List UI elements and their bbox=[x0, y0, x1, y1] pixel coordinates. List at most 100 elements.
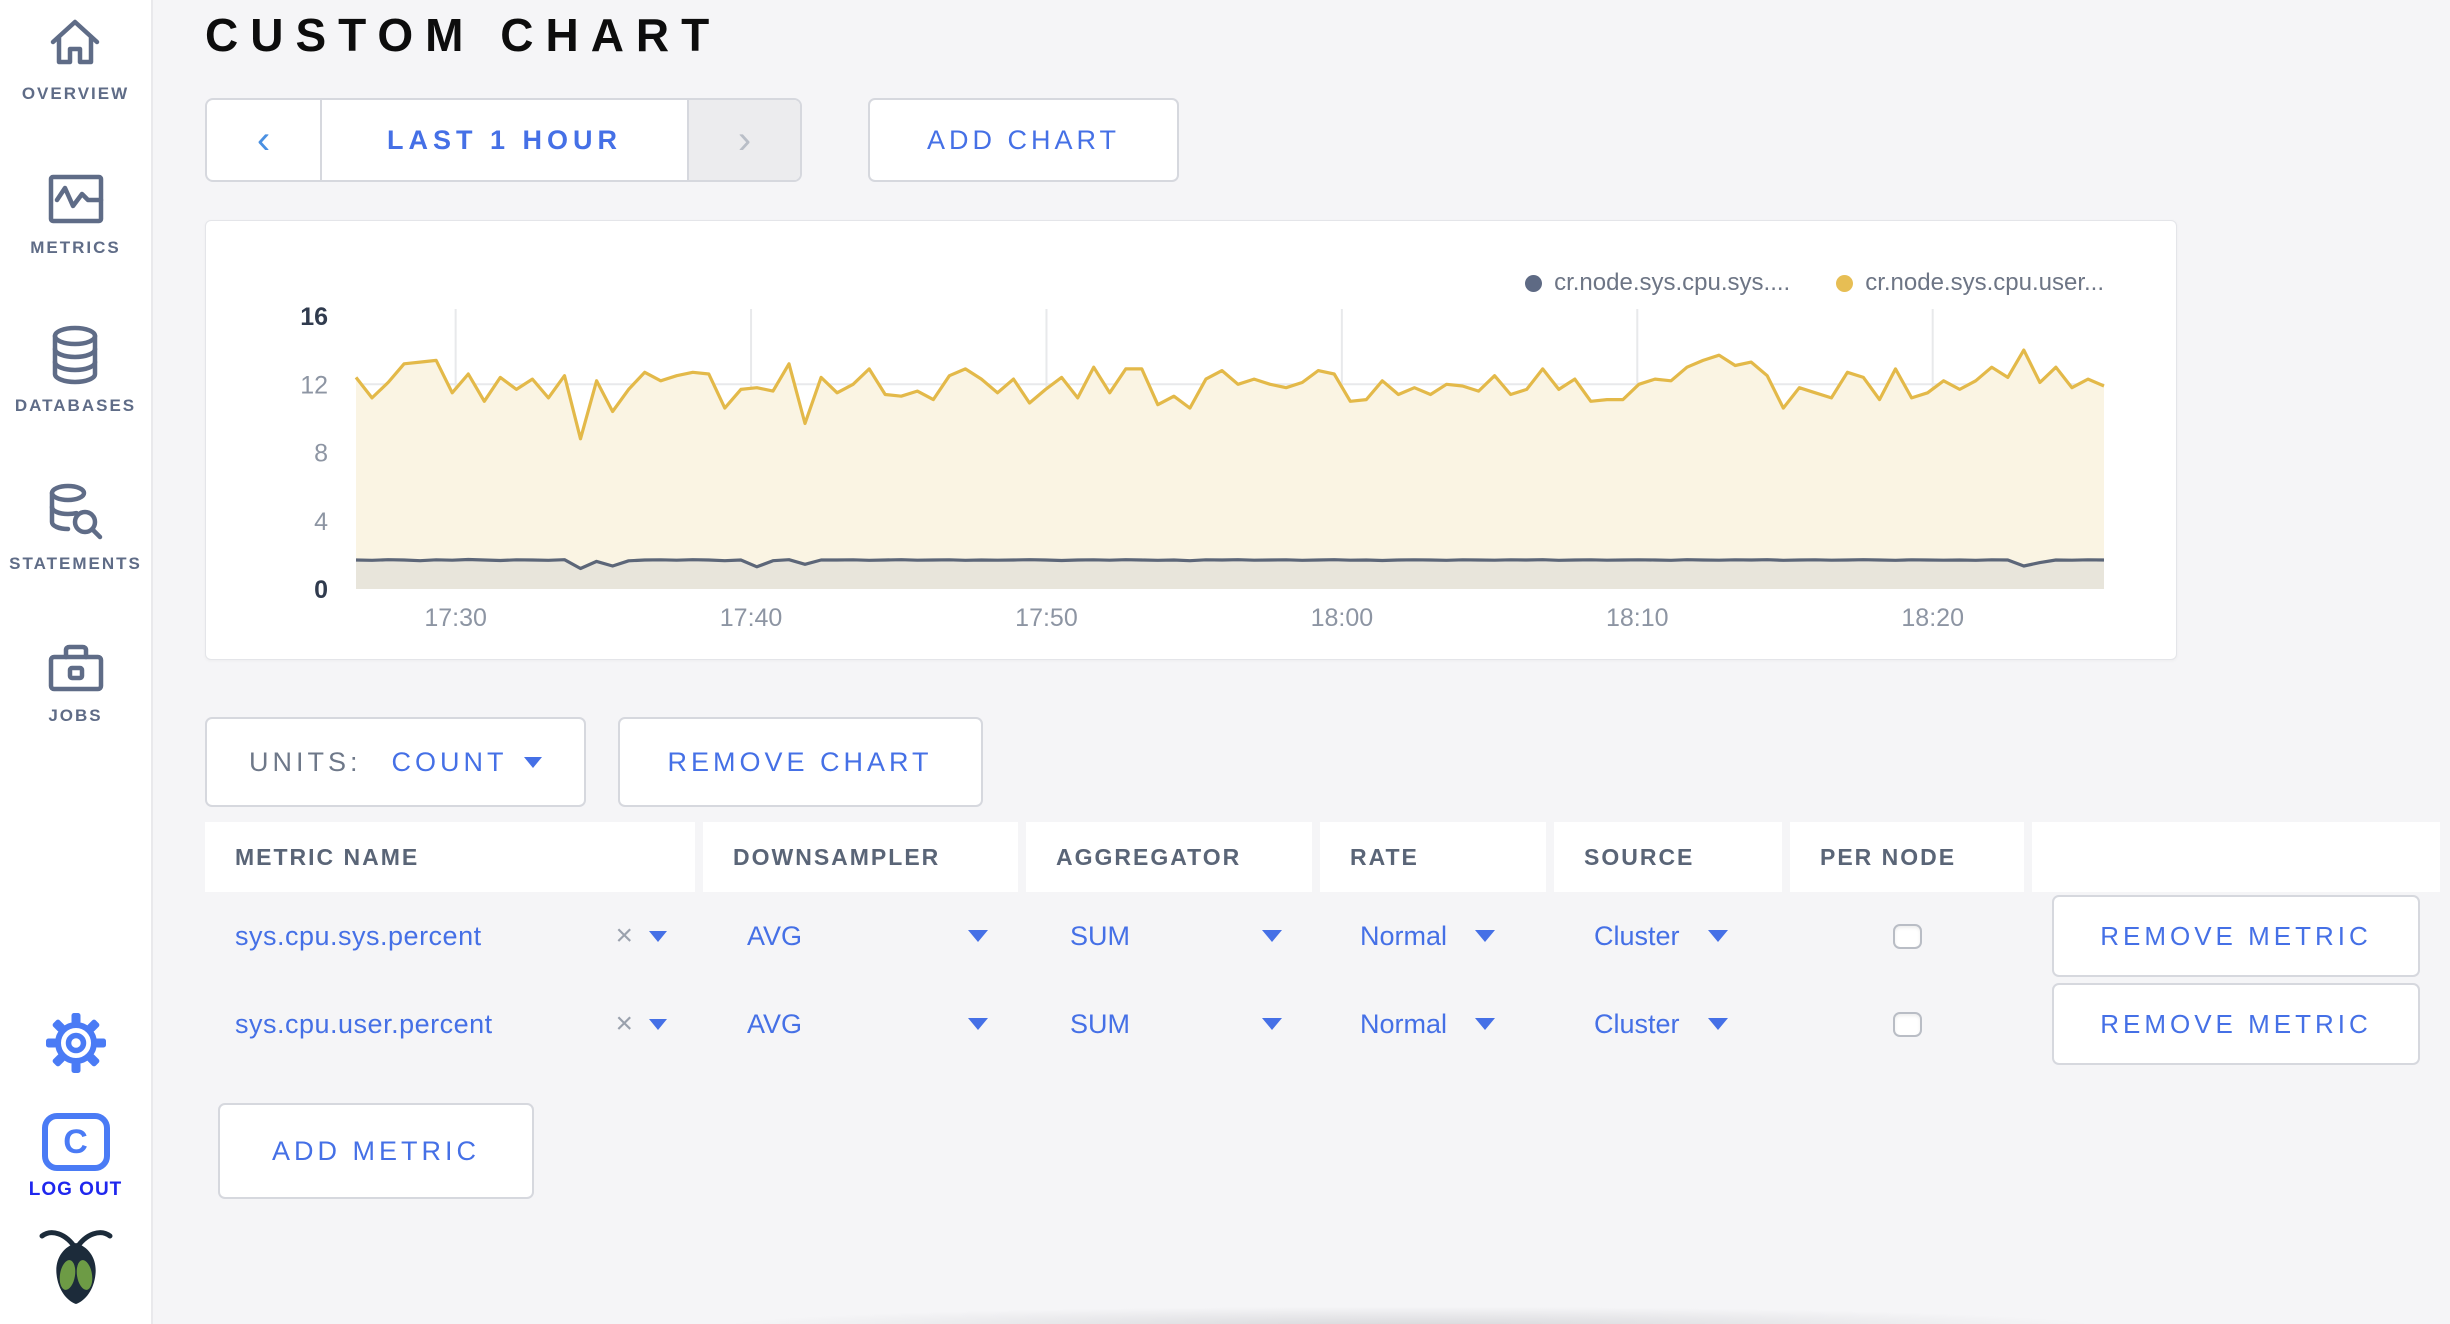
remove-metric-button[interactable]: REMOVE METRIC bbox=[2052, 983, 2420, 1065]
aggregator-select[interactable]: SUM bbox=[1026, 892, 1312, 980]
rate-select[interactable]: Normal bbox=[1320, 980, 1546, 1068]
aggregator-select[interactable]: SUM bbox=[1026, 980, 1312, 1068]
svg-text:16: 16 bbox=[300, 303, 328, 331]
source-value: Cluster bbox=[1594, 1008, 1680, 1039]
caret-down-icon bbox=[1262, 1018, 1282, 1030]
metric-name-select[interactable]: sys.cpu.user.percent × bbox=[205, 980, 695, 1068]
caret-down-icon bbox=[649, 1018, 667, 1030]
source-select[interactable]: Cluster bbox=[1554, 980, 1782, 1068]
gear-icon bbox=[45, 1013, 107, 1078]
sidebar-item-metrics[interactable]: METRICS bbox=[30, 170, 121, 258]
chart-legend: cr.node.sys.cpu.sys.... cr.node.sys.cpu.… bbox=[1525, 269, 2104, 297]
source-value: Cluster bbox=[1594, 920, 1680, 951]
time-range-selector: ‹ LAST 1 HOUR › bbox=[205, 98, 802, 182]
downsampler-value: AVG bbox=[747, 1008, 803, 1039]
aggregator-value: SUM bbox=[1070, 920, 1130, 951]
svg-text:18:00: 18:00 bbox=[1311, 604, 1374, 632]
chevron-right-icon: › bbox=[737, 117, 752, 162]
caret-down-icon bbox=[1475, 930, 1496, 942]
remove-metric-button[interactable]: REMOVE METRIC bbox=[2052, 895, 2420, 977]
database-icon bbox=[46, 324, 104, 386]
caret-down-icon bbox=[968, 1018, 988, 1030]
units-dropdown[interactable]: UNITS: COUNT bbox=[205, 717, 586, 807]
logo-letter: C bbox=[63, 1122, 88, 1161]
svg-text:8: 8 bbox=[314, 440, 328, 468]
svg-text:12: 12 bbox=[300, 371, 328, 399]
caret-down-icon bbox=[1262, 930, 1282, 942]
caret-down-icon bbox=[1707, 930, 1728, 942]
downsampler-select[interactable]: AVG bbox=[703, 892, 1018, 980]
time-range-prev-button[interactable]: ‹ bbox=[207, 100, 320, 180]
actions-cell: REMOVE METRIC bbox=[2032, 980, 2440, 1068]
units-value: COUNT bbox=[391, 746, 508, 777]
column-header-metric-name: METRIC NAME bbox=[205, 822, 695, 892]
time-range-next-button[interactable]: › bbox=[689, 100, 800, 180]
time-range-dropdown[interactable]: LAST 1 HOUR bbox=[320, 100, 689, 180]
clear-metric-icon[interactable]: × bbox=[615, 1007, 633, 1040]
metrics-table: METRIC NAME DOWNSAMPLER AGGREGATOR RATE … bbox=[205, 822, 2440, 1068]
jobs-icon bbox=[45, 640, 107, 696]
bug-icon bbox=[39, 1230, 113, 1309]
sidebar-item-label: OVERVIEW bbox=[21, 84, 130, 103]
sidebar-bottom: C LOG OUT bbox=[29, 1012, 123, 1310]
column-header-rate: RATE bbox=[1320, 822, 1546, 892]
per-node-checkbox[interactable] bbox=[1892, 1011, 1922, 1037]
source-select[interactable]: Cluster bbox=[1554, 892, 1782, 980]
sidebar-item-label: METRICS bbox=[30, 238, 121, 257]
svg-text:17:30: 17:30 bbox=[424, 604, 487, 632]
time-range-value: LAST 1 HOUR bbox=[386, 124, 622, 155]
chevron-left-icon: ‹ bbox=[256, 117, 271, 162]
downsampler-value: AVG bbox=[747, 920, 803, 951]
sidebar-item-overview[interactable]: OVERVIEW bbox=[22, 12, 129, 104]
caret-down-icon bbox=[523, 756, 542, 768]
aggregator-value: SUM bbox=[1070, 1008, 1130, 1039]
metric-name-value: sys.cpu.sys.percent bbox=[235, 920, 482, 951]
logout-label: LOG OUT bbox=[28, 1179, 123, 1200]
per-node-checkbox[interactable] bbox=[1892, 923, 1922, 949]
sidebar-item-label: DATABASES bbox=[14, 396, 137, 415]
settings-button[interactable] bbox=[45, 1012, 107, 1079]
legend-label: cr.node.sys.cpu.user... bbox=[1865, 269, 2104, 296]
column-header-actions bbox=[2032, 822, 2440, 892]
per-node-cell bbox=[1790, 980, 2024, 1068]
column-header-source: SOURCE bbox=[1554, 822, 1782, 892]
rate-select[interactable]: Normal bbox=[1320, 892, 1546, 980]
caret-down-icon bbox=[968, 930, 988, 942]
statements-icon bbox=[44, 482, 106, 544]
time-series-chart[interactable]: 16 12 8 4 0 17:30 17:40 17:50 18:00 18:10 18:20 bbox=[206, 221, 2176, 659]
legend-dot-sys bbox=[1525, 274, 1543, 292]
svg-text:0: 0 bbox=[314, 576, 328, 604]
legend-item-user[interactable]: cr.node.sys.cpu.user... bbox=[1836, 269, 2104, 297]
rate-value: Normal bbox=[1360, 1008, 1448, 1039]
chart-card: cr.node.sys.cpu.sys.... cr.node.sys.cpu.… bbox=[205, 220, 2177, 660]
svg-text:17:50: 17:50 bbox=[1015, 604, 1078, 632]
column-header-aggregator: AGGREGATOR bbox=[1026, 822, 1312, 892]
clear-metric-icon[interactable]: × bbox=[615, 919, 633, 952]
sidebar: OVERVIEW METRICS DATABASES bbox=[0, 0, 153, 1324]
home-icon bbox=[45, 12, 105, 74]
sidebar-item-jobs[interactable]: JOBS bbox=[45, 640, 107, 726]
main-content: CUSTOM CHART ‹ LAST 1 HOUR › ADD CHART c… bbox=[153, 0, 2450, 1324]
rate-value: Normal bbox=[1360, 920, 1448, 951]
metrics-icon bbox=[45, 170, 107, 228]
svg-text:18:10: 18:10 bbox=[1606, 604, 1669, 632]
remove-chart-button[interactable]: REMOVE CHART bbox=[617, 717, 983, 807]
svg-text:18:20: 18:20 bbox=[1901, 604, 1964, 632]
legend-item-sys[interactable]: cr.node.sys.cpu.sys.... bbox=[1525, 269, 1790, 297]
add-metric-button[interactable]: ADD METRIC bbox=[218, 1103, 534, 1199]
legend-dot-user bbox=[1836, 274, 1854, 292]
cockroach-bug-logo[interactable] bbox=[39, 1227, 113, 1310]
svg-text:17:40: 17:40 bbox=[720, 604, 783, 632]
add-chart-button[interactable]: ADD CHART bbox=[868, 98, 1180, 182]
column-header-per-node: PER NODE bbox=[1790, 822, 2024, 892]
actions-cell: REMOVE METRIC bbox=[2032, 892, 2440, 980]
downsampler-select[interactable]: AVG bbox=[703, 980, 1018, 1068]
sidebar-item-databases[interactable]: DATABASES bbox=[15, 324, 136, 416]
metric-name-select[interactable]: sys.cpu.sys.percent × bbox=[205, 892, 695, 980]
cockroach-c-logo-icon: C bbox=[41, 1113, 110, 1171]
sidebar-item-statements[interactable]: STATEMENTS bbox=[9, 482, 142, 574]
toolbar: ‹ LAST 1 HOUR › ADD CHART bbox=[205, 98, 2450, 182]
logout-button[interactable]: C LOG OUT bbox=[29, 1113, 123, 1201]
caret-down-icon bbox=[1707, 1018, 1728, 1030]
svg-text:4: 4 bbox=[314, 508, 328, 536]
